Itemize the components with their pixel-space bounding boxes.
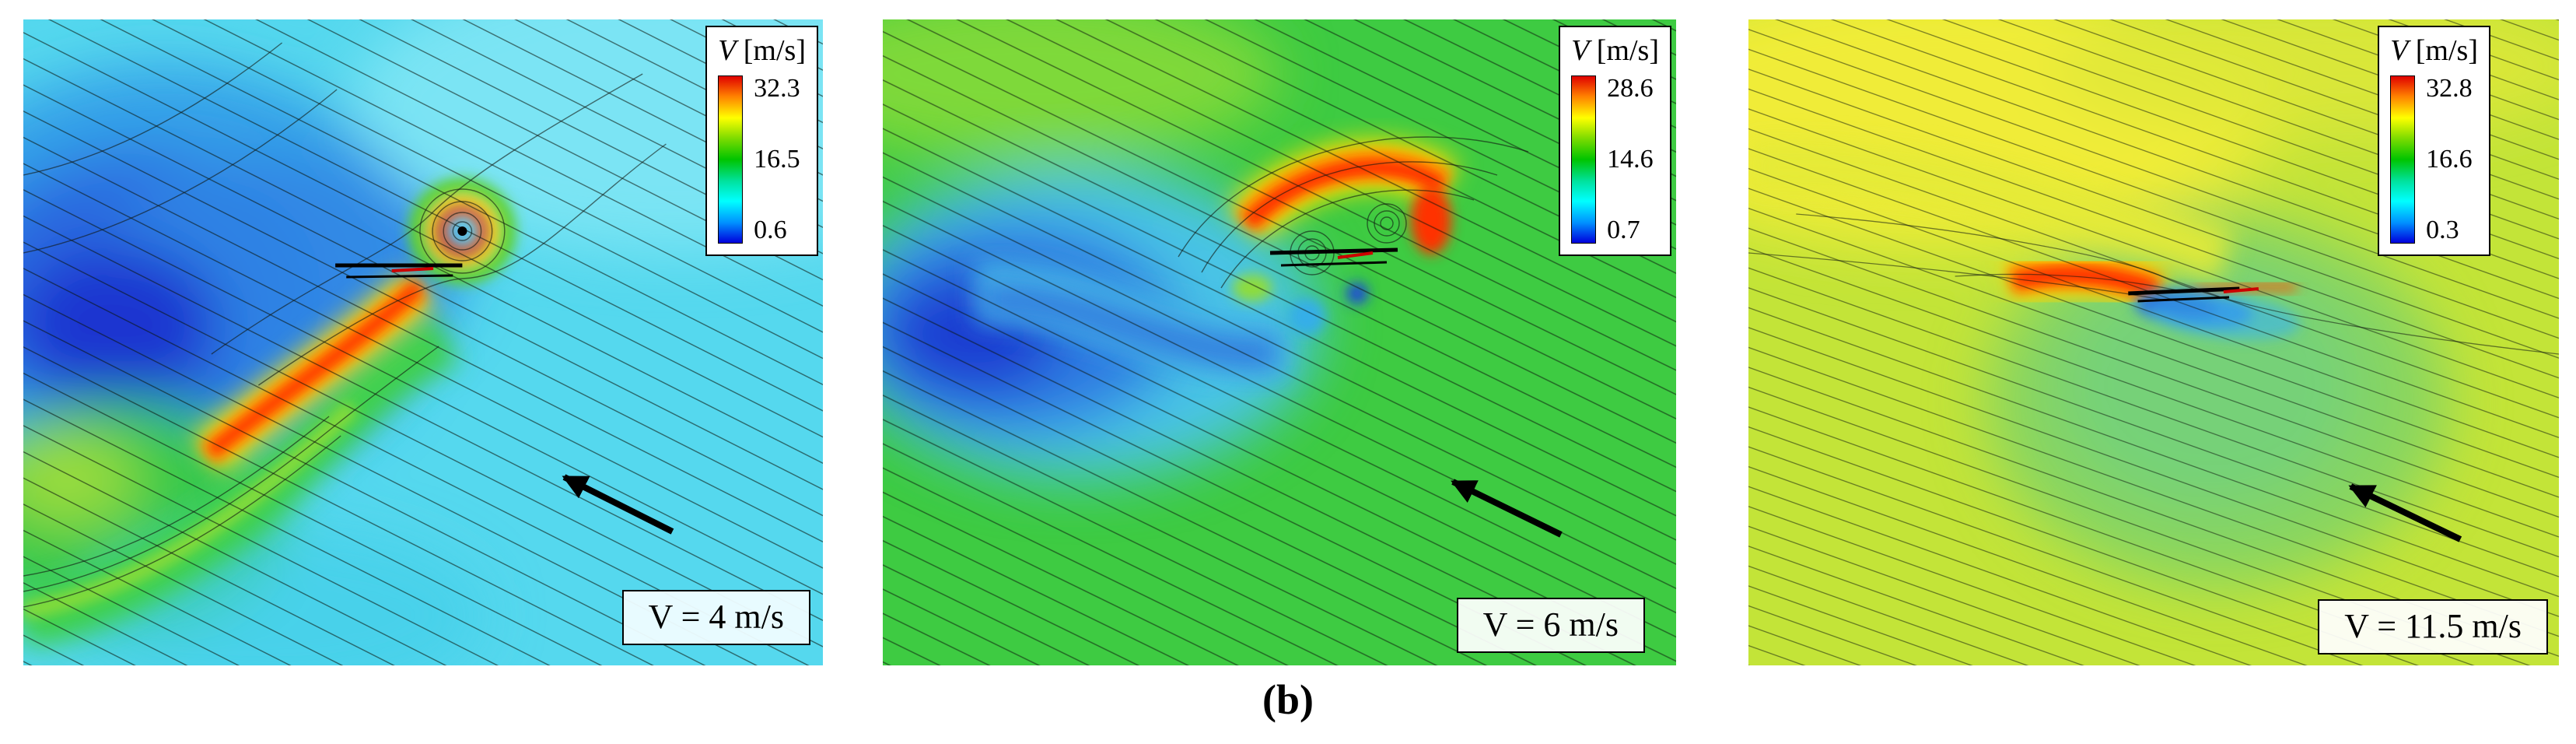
colorbar-tick-mid: 14.6 [1607, 145, 1654, 174]
colorbar-title: V [m/s] [2390, 33, 2478, 68]
colorbar: V [m/s] 32.3 16.5 0.6 [705, 26, 818, 256]
colorbar-variable: V [1571, 34, 1590, 67]
flow-speed-label: V = 4 m/s [621, 590, 810, 645]
cfd-panel-6ms: V [m/s] 28.6 14.6 0.7 V = 6 m/s [883, 19, 1676, 665]
colorbar-tick-min: 0.3 [2426, 216, 2459, 244]
colorbar-tick-min: 0.6 [754, 216, 787, 244]
velocity-contour-plot [23, 19, 823, 665]
colorbar-unit: [m/s] [2415, 34, 2478, 67]
colorbar-tick-mid: 16.6 [2426, 145, 2473, 174]
colorbar-gradient [2390, 75, 2416, 244]
colorbar-ticks: 32.3 16.5 0.6 [754, 75, 800, 244]
colorbar-tick-min: 0.7 [1607, 216, 1640, 244]
colorbar: V [m/s] 28.6 14.6 0.7 [1559, 26, 1671, 256]
flow-direction-arrow [2348, 483, 2462, 542]
flow-direction-arrow [562, 474, 674, 535]
airfoil [2128, 286, 2259, 303]
flow-speed-label: V = 11.5 m/s [2318, 599, 2548, 655]
vortex-core-dot [457, 226, 467, 236]
airfoil [335, 226, 467, 279]
streamlines-detail [23, 42, 667, 608]
colorbar-title: V [m/s] [718, 33, 806, 68]
cfd-panel-11p5ms: V [m/s] 32.8 16.6 0.3 V = 11.5 m/s [1748, 19, 2559, 665]
colorbar-variable: V [2390, 34, 2409, 67]
flow-speed-label: V = 6 m/s [1456, 598, 1645, 653]
flow-direction-arrow [1451, 479, 1563, 538]
colorbar: V [m/s] 32.8 16.6 0.3 [2378, 26, 2490, 256]
colorbar-gradient [718, 75, 744, 244]
colorbar-tick-max: 32.3 [754, 74, 800, 103]
airfoil [1269, 247, 1398, 267]
colorbar-unit: [m/s] [1596, 34, 1659, 67]
streamlines-texture [23, 19, 823, 665]
colorbar-title: V [m/s] [1571, 33, 1659, 68]
colorbar-ticks: 28.6 14.6 0.7 [1607, 75, 1654, 244]
colorbar-tick-max: 32.8 [2426, 74, 2473, 103]
streamlines-detail [1178, 136, 1529, 289]
cfd-panel-4ms: V [m/s] 32.3 16.5 0.6 V = 4 m/s [23, 19, 823, 665]
velocity-contour-plot [883, 19, 1676, 665]
colorbar-unit: [m/s] [743, 34, 806, 67]
colorbar-variable: V [718, 34, 737, 67]
streamlines-texture [883, 19, 1676, 665]
colorbar-tick-max: 28.6 [1607, 74, 1654, 103]
colorbar-gradient [1571, 75, 1597, 244]
figure-caption: (b) [1262, 676, 1314, 723]
colorbar-tick-mid: 16.5 [754, 145, 800, 174]
colorbar-ticks: 32.8 16.6 0.3 [2426, 75, 2473, 244]
